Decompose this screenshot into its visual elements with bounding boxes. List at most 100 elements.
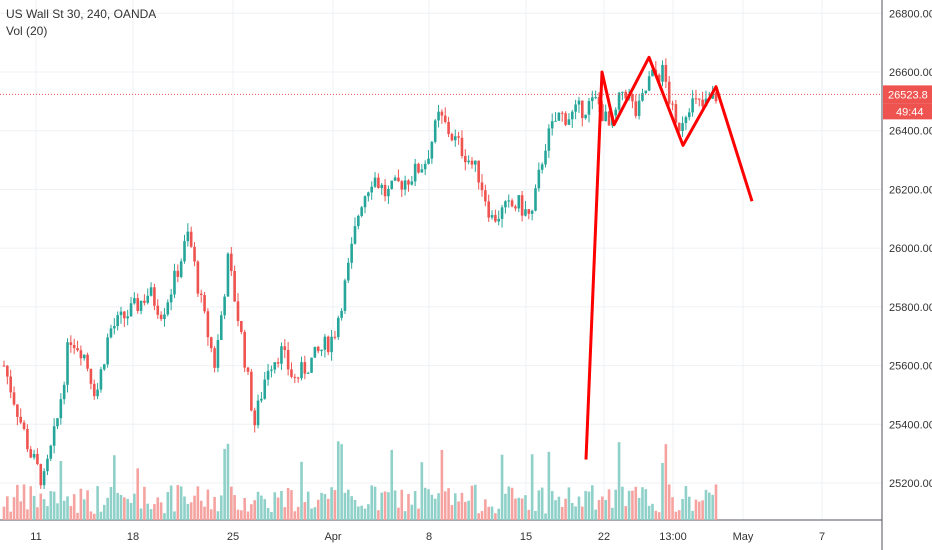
volume-bar [490,506,494,520]
volume-bar [96,486,99,520]
volume-bar [253,500,257,520]
volume-bar [102,504,106,520]
volume-bar [637,497,641,520]
volume-bar [320,492,323,520]
price-tick-label: 26800.00 [889,8,932,20]
price-tick-label: 26200.00 [889,184,932,196]
countdown-tag: 49:44 [896,106,924,118]
volume-bar [437,493,440,520]
candle-body [156,305,160,315]
volume-bar [340,444,343,520]
price-axis[interactable]: 25200.00 25400.00 25600.00 25800.00 26000.00… [889,8,932,490]
volume-bar [313,507,317,520]
candle-body [193,246,196,262]
candle-body [303,362,307,374]
candle-body [300,362,303,379]
candle-body [601,104,604,122]
volume-bar [517,497,521,520]
candle-body [276,362,280,364]
time-tick-label: Apr [324,531,341,543]
volume-bar [26,509,29,520]
candle-body [621,91,624,93]
price-tick-label: 25600.00 [889,361,932,373]
volume-bar [133,493,136,520]
volume-bar [159,502,163,520]
candle-body [400,181,404,190]
candle-body [631,94,634,102]
candle-body [363,196,367,208]
volume-bar [654,510,658,520]
volume-bar [56,503,59,520]
volume-bar [336,441,340,520]
candle-body [597,97,601,105]
volume-bar [357,506,360,520]
volume-bar [146,503,150,520]
time-tick-label: 13:00 [659,531,687,543]
candle-body [283,346,287,351]
volume-bar [487,506,490,520]
volume-bar [591,485,594,520]
volume-bar [634,486,638,520]
price-tag-value: 26523.8 [888,89,928,101]
volume-bar [377,510,380,520]
volume-bar [209,509,213,520]
candle-body [263,379,267,399]
volume-bar [574,506,577,520]
volume-bar [373,486,377,520]
candle-body [186,231,190,242]
candle-body [570,111,574,120]
candle-body [547,128,551,151]
candle-body [661,65,664,82]
volume-bar [39,493,43,520]
volume-bar [176,485,180,520]
candle-body [350,243,353,263]
candle-body [66,342,69,385]
candle-body [540,164,544,170]
time-axis[interactable]: 11 18 25 Apr 8 15 22 13:00 May 7 [30,531,825,543]
volume-bar [463,501,467,520]
volume-bar [82,499,86,520]
volume-bar [36,507,39,520]
volume-bar [173,511,176,520]
volume-bar [427,489,430,520]
candle-body [591,97,594,102]
volume-bar [156,497,160,520]
volume-bar [504,493,507,520]
candle-body [246,367,250,372]
volume-legend[interactable]: Vol (20) [6,24,48,38]
time-tick-label: 18 [127,531,139,543]
candle-body [500,207,504,219]
time-tick-label: 25 [227,531,239,543]
candle-body [560,112,564,114]
candle-body [510,200,514,207]
volume-bar [460,492,464,520]
candle-body [397,177,400,182]
candle-body [306,372,310,374]
volume-bar [390,449,394,520]
volume-bar [293,511,297,520]
candle-body [367,192,370,197]
candle-body [504,201,507,208]
volume-bar [169,485,173,520]
volume-bar [166,492,170,520]
candle-body [326,336,330,353]
volume-bar [510,487,514,520]
volume-bar [681,499,684,520]
volume-bar [89,511,93,520]
candle-body [604,111,607,122]
head-and-shoulders-drawing[interactable] [584,55,754,460]
candle-body [286,350,290,370]
candle-body [62,384,66,400]
volume-bar [403,511,407,520]
price-tag: 26523.8 49:44 [883,85,932,120]
time-tick-label: 7 [819,531,825,543]
chart-grid [0,0,883,550]
volume-bar [524,495,527,520]
candle-body [687,112,691,118]
candle-body [316,346,320,352]
symbol-legend[interactable]: US Wall St 30, 240, OANDA [6,7,157,21]
candle-body [524,209,527,216]
candle-body [39,464,43,486]
candle-body [651,69,654,77]
